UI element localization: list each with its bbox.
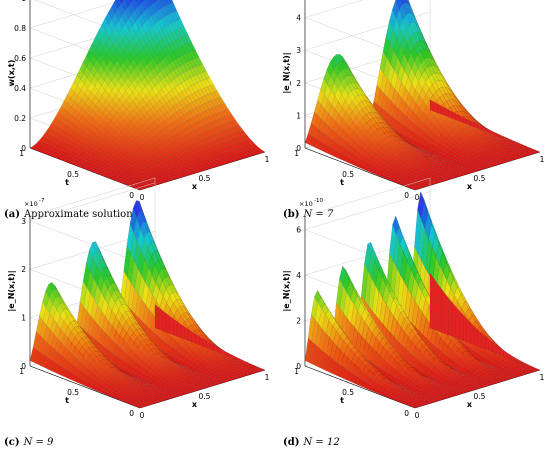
z-exponent-power: -10 — [314, 198, 323, 204]
x-tick-label: 0 — [140, 411, 145, 420]
caption-text-a: Approximate solution — [23, 209, 133, 220]
z-tick-label: 0.2 — [14, 114, 26, 123]
z-exponent: ×10 — [299, 200, 313, 208]
z-exponent-power: -7 — [39, 198, 45, 204]
surface-side — [429, 272, 541, 371]
x-tick-label: 0 — [415, 411, 420, 420]
t-tick-label: 0 — [404, 409, 409, 418]
t-axis-label: t — [340, 178, 344, 187]
caption-b: (b) N = 7 — [283, 209, 333, 220]
t-tick-label: 1 — [19, 149, 24, 158]
z-tick-label: 0.6 — [14, 54, 26, 63]
panel-d: 0 2 4 6 0 0.5 1 0 0.5 1 x t |e_N(x,t)| ×10 -10 — [275, 177, 550, 428]
t-tick-label: 0 — [404, 191, 409, 200]
z-tick-label: 6 — [296, 226, 301, 235]
t-axis-label: t — [340, 396, 344, 405]
panel-label-a: (a) — [4, 209, 20, 220]
panel-label-c: (c) — [4, 437, 20, 448]
panel-c: 0 1 2 3 0 0.5 1 0 0.5 1 x t |e_N(x,t)| ×10 -7 — [0, 177, 275, 428]
surface-mesh — [29, 0, 266, 191]
x-tick-label: 1 — [540, 373, 545, 382]
z-tick-label: 0.8 — [14, 24, 26, 33]
caption-eq-c: N = 9 — [23, 437, 54, 448]
z-axis-label: |e_N(x,t)| — [282, 270, 291, 311]
x-tick-label: 0.5 — [474, 174, 486, 183]
t-tick-label: 0 — [129, 409, 134, 418]
x-axis-label: x — [192, 400, 198, 409]
caption-d: (d) N = 12 — [283, 437, 340, 448]
t-axis-label: t — [65, 178, 69, 187]
z-axis-label: |e_N(x,t)| — [282, 52, 291, 93]
t-tick-label: 0.5 — [67, 170, 79, 179]
z-tick-label: 0 — [296, 362, 301, 371]
panel-label-d: (d) — [283, 437, 300, 448]
z-tick-label: 3 — [21, 217, 26, 226]
z-tick-label: 0 — [21, 362, 26, 371]
z-exponent: ×10 — [24, 200, 38, 208]
t-axis-label: t — [65, 396, 69, 405]
z-tick-label: 4 — [296, 14, 301, 23]
caption-c: (c) N = 9 — [4, 437, 53, 448]
z-tick-label: 1 — [21, 314, 26, 323]
x-tick-label: 1 — [265, 373, 270, 382]
x-tick-label: 0.5 — [474, 392, 486, 401]
t-tick-label: 1 — [294, 149, 299, 158]
z-tick-label: 1 — [21, 0, 26, 3]
surface-mesh — [304, 0, 541, 191]
z-tick-label: 3 — [296, 46, 301, 55]
z-tick-label: 1 — [296, 111, 301, 120]
surface-mesh — [29, 200, 266, 409]
z-tick-label: 0 — [296, 144, 301, 153]
x-tick-label: 1 — [265, 155, 270, 164]
t-tick-label: 1 — [19, 367, 24, 376]
surface-side — [429, 99, 541, 153]
z-tick-label: 4 — [296, 271, 301, 280]
caption-eq-d: N = 12 — [303, 437, 340, 448]
t-tick-label: 0.5 — [342, 388, 354, 397]
t-tick-label: 1 — [294, 367, 299, 376]
t-tick-label: 0.5 — [342, 170, 354, 179]
x-axis-label: x — [192, 182, 198, 191]
caption-a: (a) Approximate solution — [4, 209, 133, 220]
z-tick-label: 0.4 — [14, 84, 26, 93]
surface-mesh — [304, 191, 541, 409]
x-tick-label: 1 — [540, 155, 545, 164]
x-tick-label: 0.5 — [199, 174, 211, 183]
t-tick-label: 0.5 — [67, 388, 79, 397]
t-tick-label: 0 — [129, 191, 134, 200]
z-tick-label: 2 — [296, 79, 301, 88]
caption-eq-b: N = 7 — [303, 209, 334, 220]
z-axis-label: w(x,t) — [7, 60, 16, 87]
z-tick-label: 2 — [21, 265, 26, 274]
panel-label-b: (b) — [283, 209, 300, 220]
surface-side — [154, 304, 266, 371]
x-axis-label: x — [467, 182, 473, 191]
x-tick-label: 0 — [415, 193, 420, 202]
z-tick-label: 2 — [296, 317, 301, 326]
x-axis-label: x — [467, 400, 473, 409]
x-tick-label: 0.5 — [199, 392, 211, 401]
z-axis-label: |e_N(x,t)| — [7, 270, 16, 311]
z-tick-label: 0 — [21, 144, 26, 153]
x-tick-label: 0 — [140, 193, 145, 202]
